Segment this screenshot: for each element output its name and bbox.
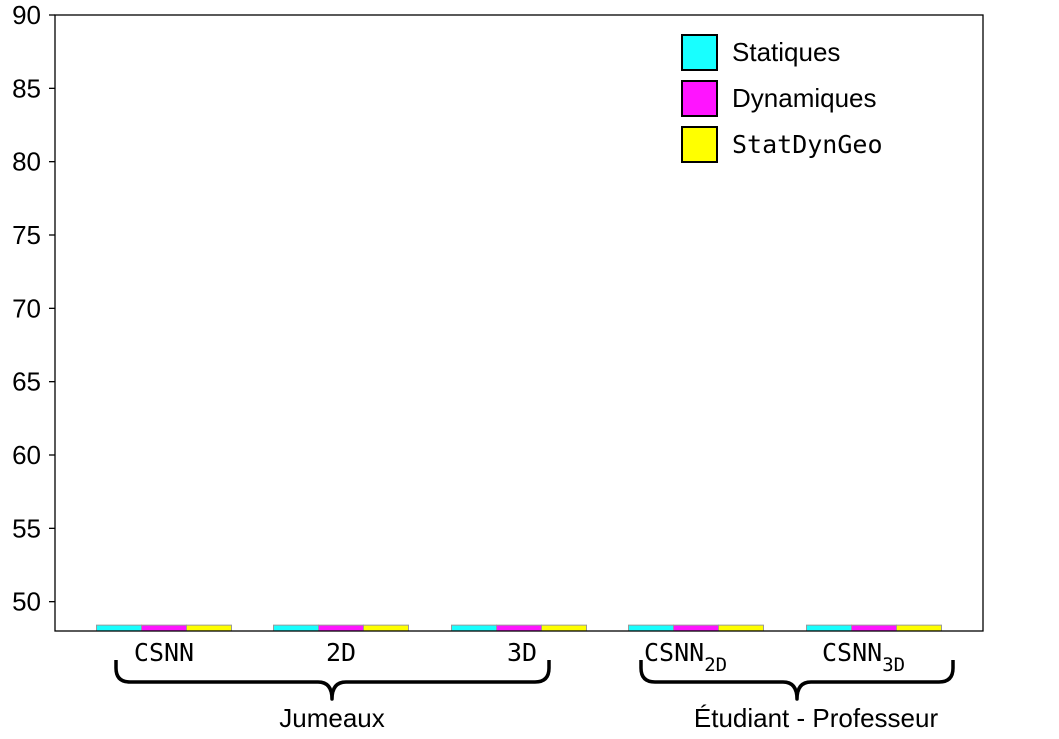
x-tick-label: CSNN2D [644, 638, 727, 676]
x-tick-label: CSNN [134, 638, 194, 667]
legend-label: Dynamiques [732, 83, 877, 113]
bar-statdyngeo [186, 624, 232, 632]
legend-swatch [681, 80, 718, 117]
x-tick-label-subscript: 2D [704, 654, 727, 676]
y-tick-label: 70 [12, 293, 41, 323]
group-label: Étudiant - Professeur [694, 703, 939, 733]
bar-statiques [96, 624, 142, 632]
bar-statiques [806, 624, 852, 632]
group-label: Jumeaux [279, 703, 385, 733]
bar-dynamiques [673, 624, 719, 632]
legend-swatch [681, 34, 718, 71]
y-tick-label: 75 [12, 220, 41, 250]
bar-dynamiques [851, 624, 897, 632]
x-tick-label: 2D [326, 638, 356, 667]
legend-swatch [681, 126, 718, 163]
bar-statiques [273, 624, 319, 632]
plot-frame [54, 14, 984, 632]
group-brace [114, 660, 551, 701]
y-tick-label: 60 [12, 440, 41, 470]
category-groups: Jumeaux Étudiant - Professeur [114, 660, 955, 733]
y-tick-label: 90 [12, 0, 41, 30]
group-brace [639, 660, 955, 701]
legend-label: StatDynGeo [732, 130, 883, 159]
y-tick-label: 65 [12, 367, 41, 397]
bar-statdyngeo [896, 624, 942, 632]
bar-dynamiques [318, 624, 364, 632]
y-tick-label: 55 [12, 513, 41, 543]
bar-statdyngeo [718, 624, 764, 632]
x-tick-label-subscript: 3D [882, 654, 905, 676]
legend: Statiques Dynamiques StatDynGeo [681, 34, 883, 163]
x-tick-label: CSNN3D [822, 638, 905, 676]
x-tick-label: 3D [507, 638, 537, 667]
legend-label: Statiques [732, 37, 840, 67]
bars [96, 624, 942, 632]
bar-dynamiques [496, 624, 542, 632]
bar-statdyngeo [363, 624, 409, 632]
x-axis: CSNN 2D 3D CSNN2D CSNN3D [134, 638, 905, 676]
y-tick-label: 80 [12, 147, 41, 177]
bar-statiques [451, 624, 497, 632]
y-tick-label: 50 [12, 587, 41, 617]
x-tick-label-base: CSNN [822, 638, 882, 667]
x-tick-label-base: CSNN [644, 638, 704, 667]
bar-statiques [628, 624, 674, 632]
bar-dynamiques [141, 624, 187, 632]
y-tick-label: 85 [12, 73, 41, 103]
bar-statdyngeo [541, 624, 587, 632]
y-axis: 50 55 60 65 70 75 80 85 90 [12, 0, 55, 617]
